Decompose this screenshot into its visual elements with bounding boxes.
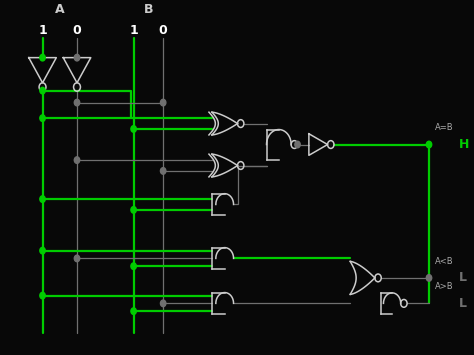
- Circle shape: [40, 115, 45, 121]
- Circle shape: [74, 54, 80, 61]
- Circle shape: [131, 263, 137, 269]
- Circle shape: [426, 275, 432, 281]
- Circle shape: [426, 141, 432, 148]
- Circle shape: [40, 292, 45, 299]
- Circle shape: [40, 87, 45, 94]
- Text: A: A: [55, 3, 64, 16]
- Text: A<B: A<B: [435, 257, 454, 266]
- Circle shape: [131, 308, 137, 315]
- Circle shape: [40, 196, 45, 202]
- Text: B: B: [144, 3, 153, 16]
- Circle shape: [40, 247, 45, 254]
- Text: L: L: [458, 297, 466, 310]
- Circle shape: [160, 300, 166, 307]
- Circle shape: [160, 99, 166, 106]
- Circle shape: [131, 126, 137, 132]
- Circle shape: [74, 157, 80, 163]
- Text: 1: 1: [129, 24, 138, 37]
- Text: 1: 1: [38, 24, 47, 37]
- Circle shape: [295, 141, 300, 148]
- Circle shape: [160, 168, 166, 174]
- Text: L: L: [458, 271, 466, 284]
- Text: A=B: A=B: [435, 123, 454, 132]
- Text: H: H: [458, 138, 469, 151]
- Circle shape: [74, 99, 80, 106]
- Circle shape: [131, 207, 137, 213]
- Text: A>B: A>B: [435, 282, 454, 291]
- Text: 0: 0: [159, 24, 167, 37]
- Circle shape: [74, 255, 80, 262]
- Text: 0: 0: [73, 24, 82, 37]
- Circle shape: [40, 54, 45, 61]
